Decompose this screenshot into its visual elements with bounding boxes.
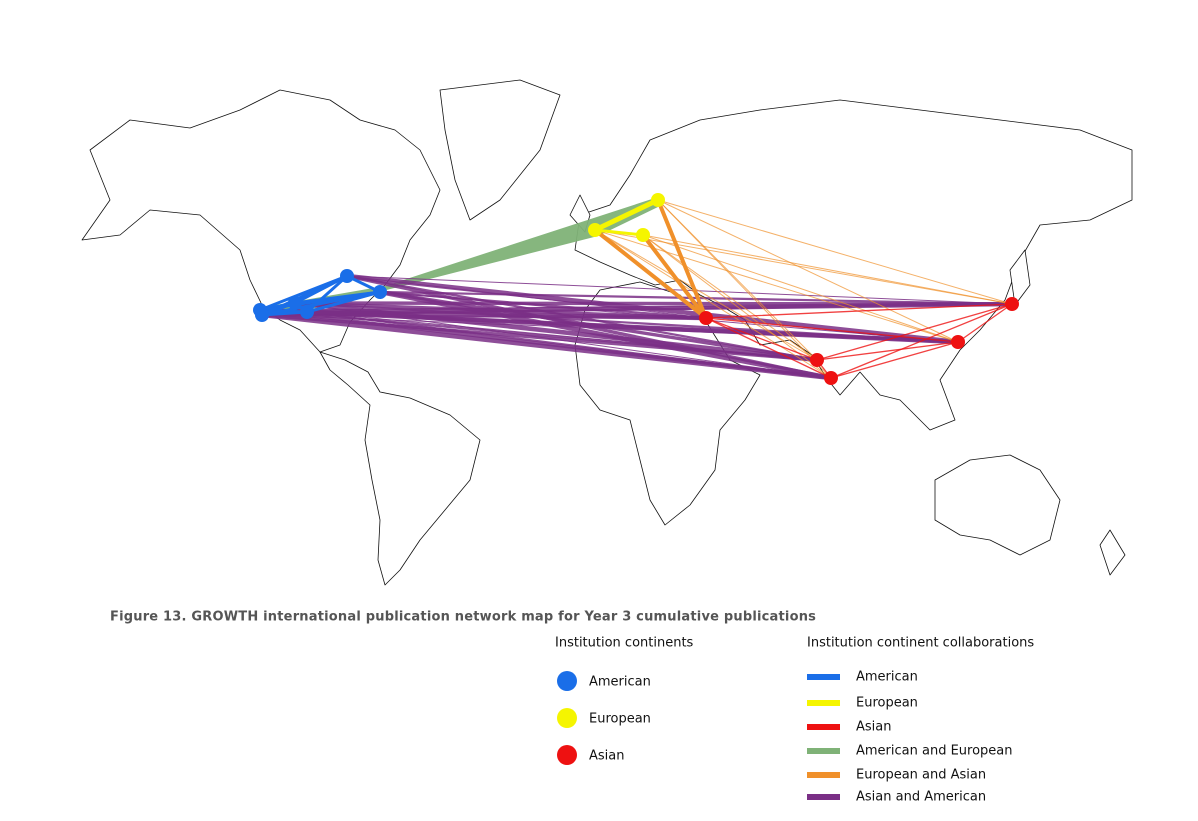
edge <box>305 290 382 314</box>
institution-node <box>636 228 650 242</box>
legend-swatch <box>807 724 840 730</box>
edge <box>593 228 645 237</box>
legend-label: European <box>589 712 651 727</box>
south-america <box>319 351 481 586</box>
edge <box>641 233 708 320</box>
edge <box>346 275 1013 305</box>
institution-node <box>810 353 824 367</box>
edge <box>657 199 1013 305</box>
legend-label: European <box>856 696 918 711</box>
edge <box>344 273 961 345</box>
legend: American European Asian American European Asi… <box>557 670 1013 805</box>
institution-node <box>588 223 602 237</box>
legend-label: Asian <box>589 749 624 764</box>
institution-node <box>340 269 354 283</box>
greenland <box>439 79 561 221</box>
edge <box>705 317 818 361</box>
edge <box>293 290 382 305</box>
institution-node <box>699 311 713 325</box>
institution-node <box>1005 297 1019 311</box>
edge <box>345 274 819 362</box>
collaboration-edges <box>257 197 1015 381</box>
legend-label: American and European <box>856 744 1013 759</box>
edge <box>957 303 1013 343</box>
edge <box>293 274 349 305</box>
edge <box>379 291 959 343</box>
legend-label: European and Asian <box>856 768 986 783</box>
edge <box>816 341 959 361</box>
edge <box>378 290 819 362</box>
edge <box>259 312 834 381</box>
edge <box>705 303 1013 319</box>
caption: Figure 13. GROWTH international publicat… <box>110 610 816 625</box>
institution-node <box>373 285 387 299</box>
edge <box>830 341 959 379</box>
legend-label: Asian and American <box>856 790 986 805</box>
new-zealand <box>1099 529 1126 576</box>
legend-title: Institution continent collaborations <box>807 636 1034 651</box>
north-america <box>81 89 441 353</box>
institution-nodes <box>253 193 1019 385</box>
institution-node <box>288 296 302 310</box>
legend-swatch <box>557 745 577 765</box>
edge <box>592 197 661 233</box>
legend-swatch <box>807 794 840 800</box>
institution-node <box>651 193 665 207</box>
edge <box>657 199 959 343</box>
legend-swatch <box>807 748 840 754</box>
edge <box>305 274 349 314</box>
edge <box>377 289 834 381</box>
edge <box>705 317 959 343</box>
edge <box>594 229 818 361</box>
edge <box>705 317 832 379</box>
edge <box>816 303 1013 361</box>
edge <box>306 311 818 361</box>
edge <box>656 198 708 320</box>
legend-swatch <box>557 708 577 728</box>
legend-swatch <box>807 700 840 706</box>
institution-node <box>824 371 838 385</box>
australia <box>934 454 1061 556</box>
edge <box>594 229 832 379</box>
japan <box>1009 249 1031 306</box>
legend-swatch <box>807 772 840 778</box>
edge <box>593 228 708 320</box>
institution-node <box>255 308 269 322</box>
legend-label: Asian <box>856 720 891 735</box>
edge <box>642 234 959 343</box>
institution-node <box>951 335 965 349</box>
edge <box>642 234 818 361</box>
legend-label: American <box>856 670 918 685</box>
edge <box>642 234 832 379</box>
legend-title: Institution continents <box>555 636 694 651</box>
edge <box>657 199 832 379</box>
legend-label: American <box>589 675 651 690</box>
edge <box>830 303 1013 379</box>
edge <box>305 310 833 380</box>
institution-node <box>300 305 314 319</box>
legend-swatch <box>807 674 840 680</box>
legend-swatch <box>557 671 577 691</box>
